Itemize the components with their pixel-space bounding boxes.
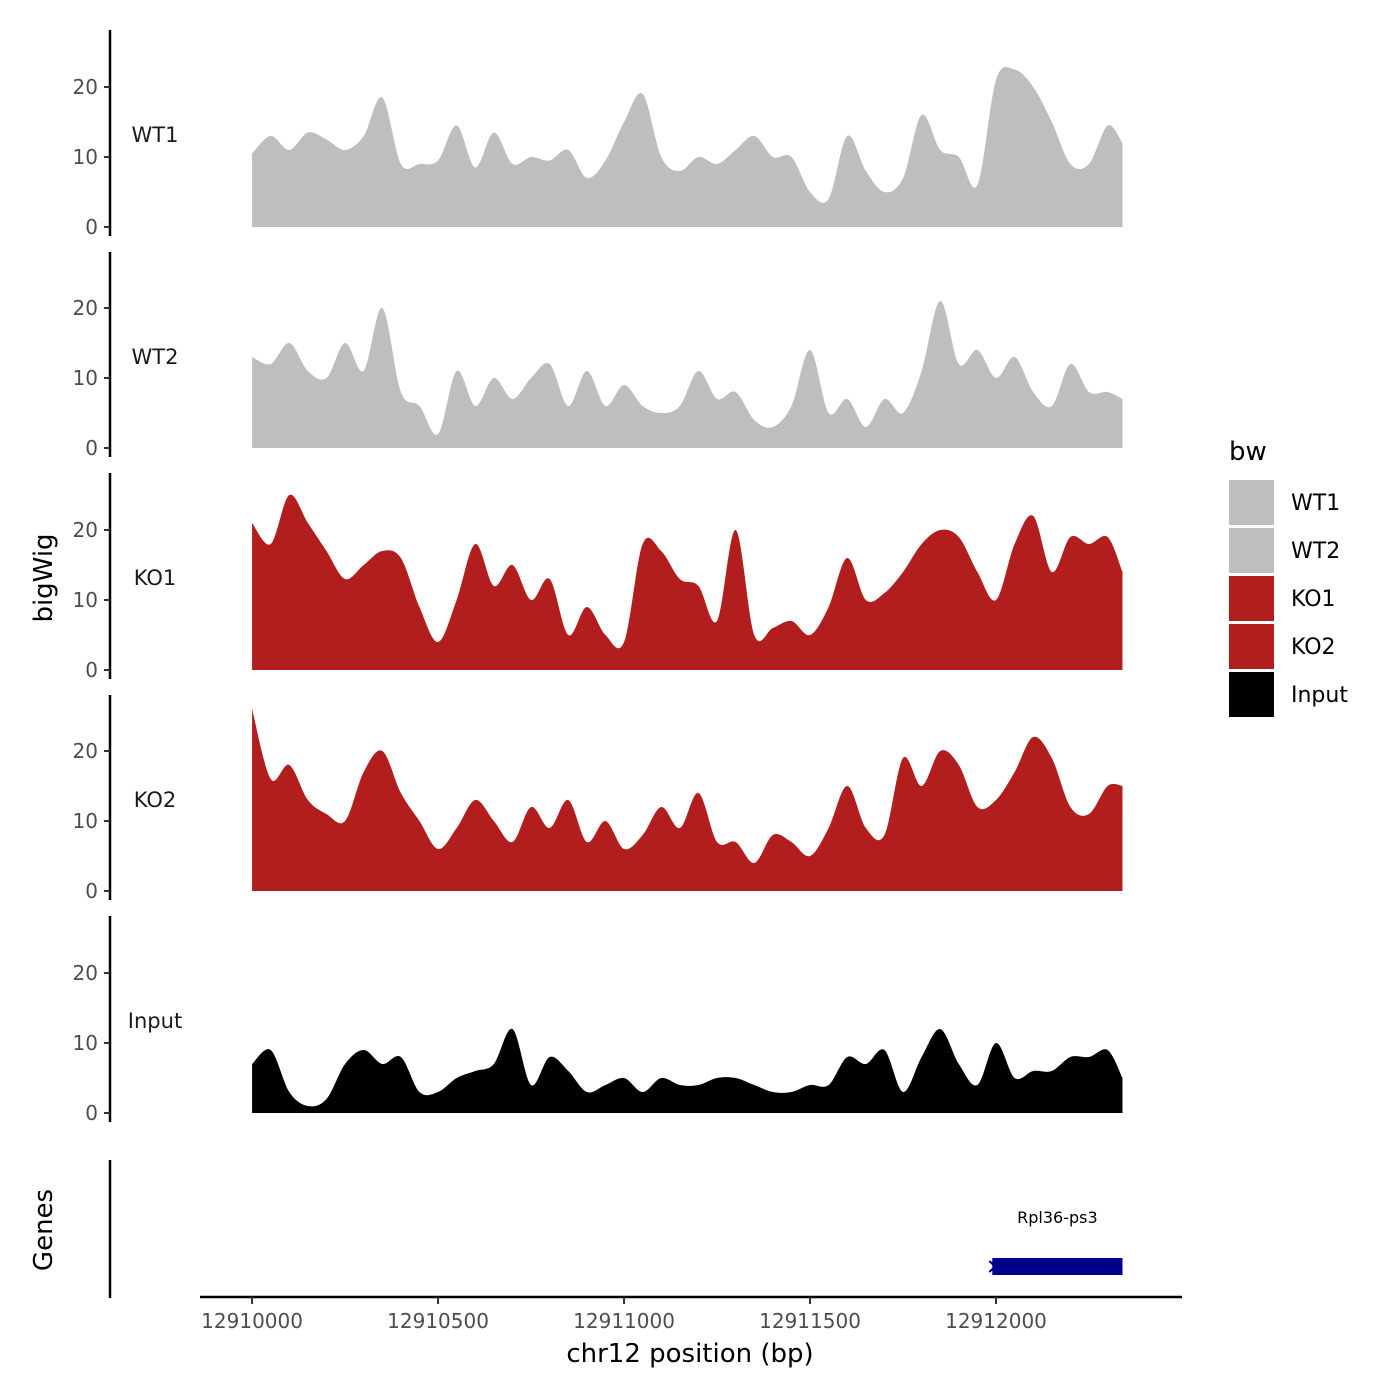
y-tick-label: 10: [73, 1031, 98, 1055]
legend-item-input: Input: [1229, 672, 1348, 717]
legend: bw WT1 WT2 KO1 KO2 Input: [1229, 437, 1348, 717]
y-tick-label: 0: [85, 658, 98, 682]
track-label: Input: [128, 1009, 182, 1033]
genes-panel: Rpl36-ps3: [108, 1160, 1123, 1298]
area-wt1: [252, 67, 1123, 227]
genes-axis-title: Genes: [29, 1189, 59, 1271]
track-ko1: 0 10 20 KO1: [73, 473, 1123, 682]
legend-swatch: [1229, 480, 1274, 525]
y-tick-label: 20: [73, 739, 98, 763]
legend-item-ko2: KO2: [1229, 624, 1336, 669]
track-ko2: 0 10 20 KO2: [73, 695, 1123, 903]
y-tick-label: 20: [73, 296, 98, 320]
y-tick-label: 10: [73, 366, 98, 390]
gene-rpl36-ps3: Rpl36-ps3: [988, 1208, 1123, 1275]
legend-label: KO2: [1291, 635, 1336, 660]
y-tick-label: 0: [85, 1101, 98, 1125]
area-wt2: [252, 300, 1123, 448]
y-tick-label: 10: [73, 145, 98, 169]
x-tick-label: 12910000: [201, 1309, 303, 1333]
track-label: WT1: [132, 123, 179, 147]
legend-item-wt1: WT1: [1229, 480, 1340, 525]
y-tick-label: 20: [73, 75, 98, 99]
tracks-layer: 0 10 20 WT1 0 10 20 WT2 0 10 20 KO1 0 10 20 KO2 0 10 20 Inp…: [73, 30, 1123, 1125]
area-input: [252, 1028, 1123, 1113]
legend-title: bw: [1229, 437, 1267, 467]
track-label: KO1: [134, 566, 177, 590]
y-tick-label: 0: [85, 436, 98, 460]
x-tick-label: 12911500: [759, 1309, 861, 1333]
legend-item-wt2: WT2: [1229, 528, 1340, 573]
y-tick-label: 20: [73, 518, 98, 542]
y-tick-label: 0: [85, 879, 98, 903]
legend-label: WT2: [1291, 539, 1340, 564]
y-tick-label: 0: [85, 215, 98, 239]
legend-label: KO1: [1291, 587, 1336, 612]
gene-body: [992, 1258, 1123, 1275]
track-label: WT2: [132, 345, 179, 369]
legend-item-ko1: KO1: [1229, 576, 1336, 621]
x-axis: 12910000 12910500 12911000 12911500 12912000: [200, 1295, 1182, 1333]
area-ko2: [252, 709, 1123, 891]
legend-swatch: [1229, 624, 1274, 669]
x-tick-label: 12911000: [573, 1309, 675, 1333]
x-tick-label: 12912000: [945, 1309, 1047, 1333]
x-axis-title: chr12 position (bp): [566, 1339, 813, 1369]
y-axis-title: bigWig: [29, 533, 59, 622]
track-input: 0 10 20 Input: [73, 916, 1123, 1125]
track-wt2: 0 10 20 WT2: [73, 252, 1123, 460]
legend-label: Input: [1291, 683, 1348, 708]
y-tick-label: 10: [73, 588, 98, 612]
gene-strand-marker: [988, 1260, 997, 1273]
legend-swatch: [1229, 672, 1274, 717]
legend-swatch: [1229, 528, 1274, 573]
y-tick-label: 10: [73, 809, 98, 833]
legend-label: WT1: [1291, 491, 1340, 516]
area-ko1: [252, 494, 1123, 670]
x-tick-label: 12910500: [387, 1309, 489, 1333]
track-wt1: 0 10 20 WT1: [73, 30, 1123, 239]
gene-label: Rpl36-ps3: [1017, 1208, 1098, 1227]
legend-swatch: [1229, 576, 1274, 621]
y-tick-label: 20: [73, 961, 98, 985]
track-label: KO2: [134, 788, 177, 812]
